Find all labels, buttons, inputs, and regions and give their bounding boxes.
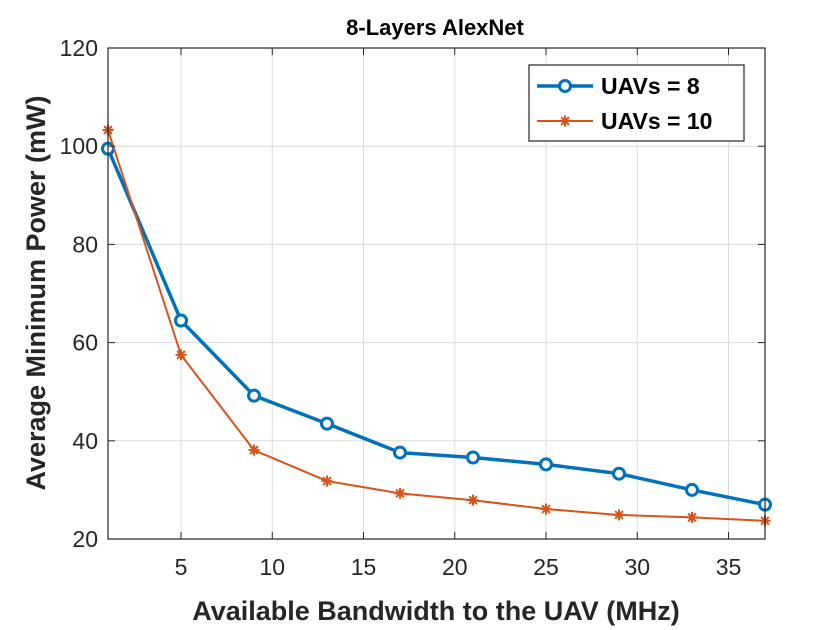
data-point — [539, 457, 553, 472]
x-tick-label: 10 — [259, 554, 285, 580]
legend-marker-uavs-10 — [559, 115, 571, 127]
legend-marker-uavs-8 — [558, 79, 572, 93]
asterisk-stroke — [468, 495, 478, 505]
axis-ticks: 5 10 15 20 25 30 35 20 40 60 80 100 120 — [60, 35, 765, 580]
asterisk-stroke — [614, 510, 624, 520]
data-point — [394, 487, 406, 499]
x-axis-label: Available Bandwidth to the UAV (MHz) — [192, 596, 680, 626]
y-tick-label: 80 — [72, 231, 98, 257]
data-point — [685, 482, 699, 497]
x-tick-label: 15 — [351, 554, 377, 580]
legend-label-uavs-8: UAVs = 8 — [601, 73, 700, 99]
asterisk-stroke — [176, 350, 186, 360]
legend-box — [528, 64, 745, 142]
data-point — [613, 509, 625, 521]
asterisk-stroke — [560, 116, 570, 126]
legend-asterisk — [559, 115, 571, 127]
y-tick-label: 120 — [60, 35, 98, 61]
legend-label-uavs-10: UAVs = 10 — [601, 108, 712, 134]
data-point — [393, 445, 407, 460]
series-line — [107, 129, 766, 522]
y-axis-label: Average Minimum Power (mW) — [21, 95, 51, 490]
x-tick-label: 35 — [716, 554, 742, 580]
data-point — [175, 349, 187, 361]
chart-title: 8-Layers AlexNet — [346, 15, 524, 40]
y-tick-label: 60 — [72, 330, 98, 356]
y-tick-label: 100 — [60, 133, 98, 159]
data-point — [248, 444, 260, 456]
x-tick-label: 25 — [533, 554, 559, 580]
data-point — [540, 503, 552, 515]
plot-frame — [107, 47, 766, 540]
series-layer — [101, 124, 772, 527]
data-point — [467, 494, 479, 506]
data-point — [686, 511, 698, 523]
x-tick-label: 20 — [442, 554, 468, 580]
data-point — [174, 313, 188, 328]
x-tick-label: 5 — [175, 554, 188, 580]
x-tick-label: 30 — [624, 554, 650, 580]
legend: UAVs = 8 UAVs = 10 — [528, 64, 745, 142]
data-point — [466, 450, 480, 465]
y-tick-label: 20 — [72, 526, 98, 552]
asterisk-stroke — [395, 488, 405, 498]
asterisk-stroke — [687, 512, 697, 522]
series-line — [106, 147, 766, 507]
data-point — [320, 416, 334, 431]
asterisk-stroke — [322, 476, 332, 486]
data-point — [321, 475, 333, 487]
asterisk-stroke — [541, 504, 551, 514]
asterisk-stroke — [249, 445, 259, 455]
y-tick-label: 40 — [72, 428, 98, 454]
data-point — [247, 388, 261, 403]
data-point — [612, 466, 626, 481]
